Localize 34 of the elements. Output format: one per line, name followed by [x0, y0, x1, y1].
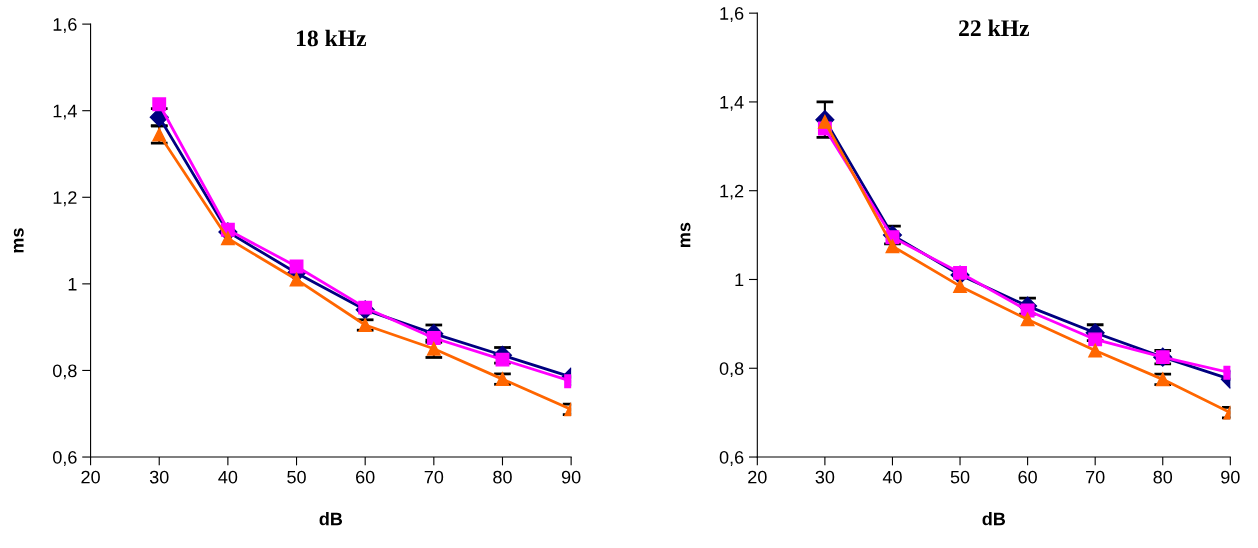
y-tick-label: 1	[735, 273, 744, 287]
x-tick-label: 60	[1018, 470, 1037, 484]
x-tick-label: 90	[561, 470, 581, 484]
y-axis-title: ms	[13, 228, 24, 253]
y-tick-label: 1,6	[53, 18, 77, 33]
y-tick-label: 1,4	[53, 104, 77, 120]
x-tick-label: 40	[218, 470, 238, 484]
y-tick-label: 1,2	[53, 191, 77, 207]
x-tick-label: 30	[149, 470, 169, 484]
y-tick-label: 1,6	[720, 7, 744, 22]
x-tick-label: 50	[287, 470, 306, 484]
y-axis-title: ms	[680, 222, 691, 247]
y-tick-label: 0,8	[719, 362, 744, 378]
y-tick-label: 1,4	[720, 96, 744, 111]
x-tick-label: 80	[493, 470, 512, 484]
x-tick-label: 30	[815, 470, 835, 484]
x-axis-title: dB	[319, 512, 343, 526]
y-tick-label: 0,8	[52, 364, 77, 380]
x-tick-label: 70	[424, 470, 444, 484]
y-tick-label: 1	[68, 277, 77, 291]
chart-title: 18 kHz	[297, 29, 367, 47]
chart-title: 22 kHz	[959, 19, 1030, 36]
x-tick-label: 90	[1221, 470, 1240, 484]
x-tick-label: 50	[950, 470, 970, 484]
x-tick-label: 60	[356, 470, 375, 484]
y-tick-label: 0,6	[719, 450, 744, 466]
x-tick-label: 40	[882, 470, 902, 484]
y-tick-label: 1,2	[720, 184, 744, 200]
x-axis-title: dB	[982, 512, 1006, 526]
x-tick-label: 70	[1086, 470, 1105, 484]
y-tick-label: 0,6	[52, 450, 77, 466]
x-tick-label: 80	[1153, 470, 1173, 484]
x-tick-label: 20	[748, 470, 767, 484]
x-tick-label: 20	[81, 470, 100, 484]
